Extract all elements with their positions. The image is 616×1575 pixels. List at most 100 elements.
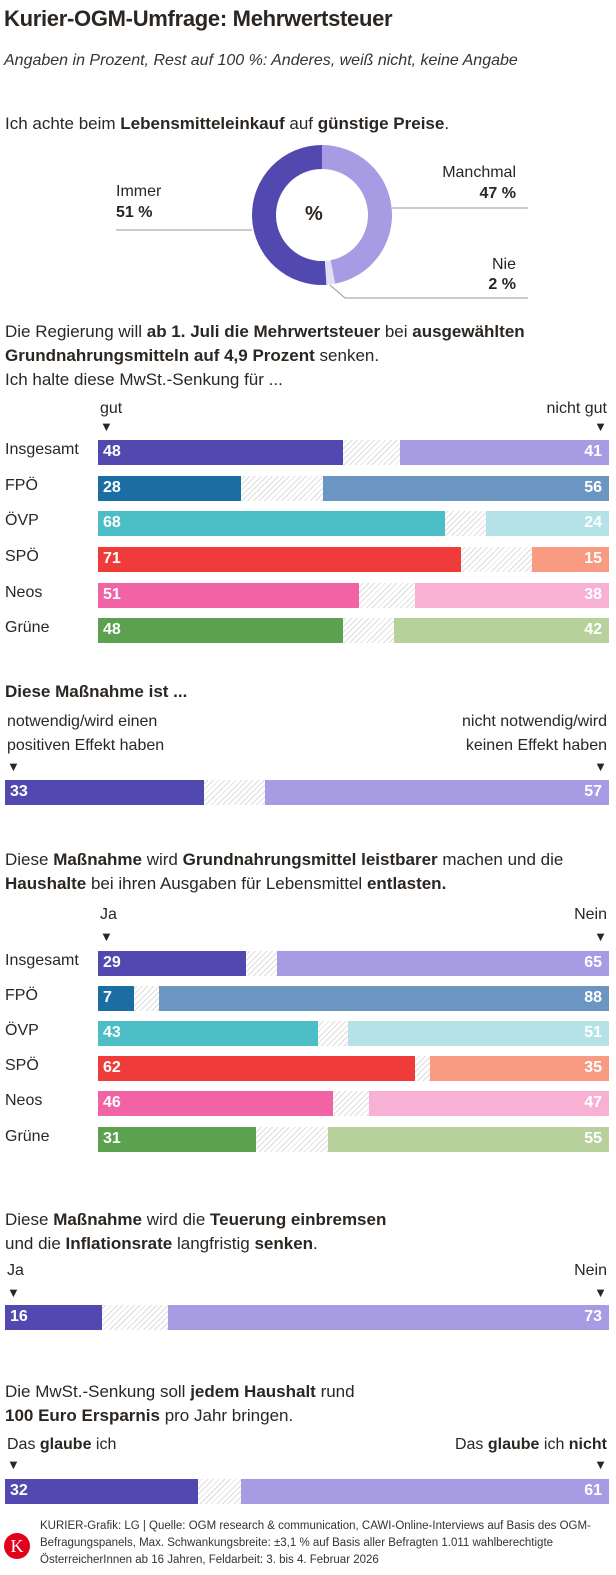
- stacked-bar: 16 73: [5, 1305, 609, 1330]
- left-answer-label: gut: [100, 400, 123, 417]
- donut-slice-manchmal: [322, 145, 393, 284]
- donut-question: Ich achte beim Lebensmitteleinkauf auf g…: [5, 112, 449, 136]
- row-label-1: FPÖ: [5, 987, 38, 1004]
- text-segment: wird: [141, 850, 183, 869]
- stacked-bar: 48 42: [98, 618, 609, 643]
- right-value-label: 51: [584, 1024, 602, 1041]
- question-text-4: Diese Maßnahme wird die Teuerung einbrem…: [5, 1208, 386, 1256]
- row-label-2: ÖVP: [5, 512, 39, 529]
- stacked-bar: 46 47: [98, 1091, 609, 1116]
- text-segment: Maßnahme: [53, 850, 142, 869]
- left-arrow-icon: ▼: [100, 419, 113, 434]
- left-value-label: 29: [103, 954, 121, 971]
- left-segment: [98, 440, 344, 465]
- text-segment: ich: [539, 1436, 569, 1453]
- text-segment: Lebensmitteleinkauf: [120, 114, 285, 133]
- left-value-label: 31: [103, 1130, 121, 1147]
- text-segment: Ich halte diese MwSt.-Senkung für ...: [5, 370, 283, 389]
- kurier-logo: K: [4, 1533, 30, 1559]
- left-segment: [98, 951, 247, 976]
- left-value-label: 62: [103, 1059, 121, 1076]
- right-segment: [532, 547, 609, 572]
- question-text-5: Die MwSt.-Senkung soll jedem Haushalt ru…: [5, 1380, 355, 1428]
- text-segment: Ich achte beim: [5, 114, 121, 133]
- left-value-label: 32: [10, 1482, 28, 1499]
- stacked-bar: 29 65: [98, 951, 609, 976]
- donut-center-label: %: [305, 203, 323, 225]
- right-segment: [322, 476, 609, 501]
- left-segment: [98, 1056, 415, 1081]
- left-arrow-icon: ▼: [100, 929, 113, 944]
- slice-value-manchmal: 47 %: [479, 185, 516, 202]
- right-answer-label: nicht notwendig/wird keinen Effekt haben: [462, 713, 607, 754]
- right-segment: [368, 1091, 609, 1116]
- right-segment: [348, 1021, 609, 1046]
- text-segment: bei: [380, 322, 413, 341]
- stacked-bar: 31 55: [98, 1127, 609, 1152]
- text-segment: entlasten.: [366, 874, 447, 893]
- left-segment: [98, 583, 359, 608]
- right-segment: [430, 1056, 609, 1081]
- right-segment: [327, 1127, 609, 1152]
- text-segment: ausgewählten Grundnahrungsmitteln auf 4,…: [5, 322, 525, 365]
- left-segment: [98, 1127, 257, 1152]
- text-segment: Haushalte: [5, 874, 87, 893]
- row-label-2: ÖVP: [5, 1022, 39, 1039]
- right-answer-label: Nein: [574, 906, 607, 923]
- row-label-3: SPÖ: [5, 548, 39, 565]
- left-answer-label: Ja: [100, 906, 117, 923]
- stacked-bar: 62 35: [98, 1056, 609, 1081]
- right-value-label: 55: [584, 1130, 602, 1147]
- right-answer-label: nicht gut: [546, 400, 607, 417]
- text-segment: Das: [7, 1436, 40, 1453]
- text-segment: wird die: [141, 1210, 211, 1229]
- page-title: Kurier-OGM-Umfrage: Mehrwertsteuer: [4, 6, 393, 31]
- text-segment: ich: [91, 1436, 117, 1453]
- left-answer-label: notwendig/wird einen positiven Effekt ha…: [7, 713, 165, 754]
- question-text-1: Die Regierung will ab 1. Juli die Mehrwe…: [5, 320, 616, 392]
- text-segment: Diese: [5, 850, 54, 869]
- stacked-bar: 51 38: [98, 583, 609, 608]
- text-segment: Diese: [5, 1210, 54, 1229]
- source-footer: KURIER-Grafik: LG | Quelle: OGM research…: [40, 1520, 591, 1566]
- stacked-bar: 33 57: [5, 780, 609, 805]
- right-arrow-icon: ▼: [594, 1457, 607, 1472]
- question-text-2: Diese Maßnahme ist ...: [5, 680, 187, 704]
- right-value-label: 41: [584, 443, 602, 460]
- text-segment: nicht: [568, 1436, 607, 1453]
- right-segment: [168, 1305, 609, 1330]
- right-segment: [264, 780, 609, 805]
- donut-chart: [116, 145, 528, 299]
- text-segment: Grundnahrungsmittel leistbarer: [182, 850, 438, 869]
- left-segment: [5, 1479, 199, 1504]
- right-value-label: 61: [584, 1482, 602, 1499]
- text-segment: jedem Haushalt: [190, 1382, 316, 1401]
- right-value-label: 15: [584, 550, 602, 567]
- text-segment: senken.: [314, 346, 380, 365]
- donut-slice-immer: [251, 145, 327, 285]
- text-segment: Inflationsrate: [65, 1234, 173, 1253]
- text-segment: .: [444, 114, 450, 133]
- row-label-5: Grüne: [5, 619, 50, 636]
- row-label-0: Insgesamt: [5, 952, 79, 969]
- left-answer-label: Ja: [7, 1262, 24, 1279]
- right-segment: [240, 1479, 609, 1504]
- right-value-label: 38: [584, 586, 602, 603]
- left-arrow-icon: ▼: [7, 1285, 20, 1300]
- left-segment: [5, 780, 205, 805]
- row-label-4: Neos: [5, 584, 43, 601]
- text-segment: glaube: [487, 1436, 540, 1453]
- subtitle: Angaben in Prozent, Rest auf 100 %: Ande…: [4, 52, 518, 69]
- right-value-label: 88: [584, 989, 602, 1006]
- text-segment: ab 1. Juli die Mehrwertsteuer: [146, 322, 381, 341]
- text-segment: .: [313, 1234, 318, 1253]
- stacked-bar: 68 24: [98, 511, 609, 536]
- slice-label-manchmal: Manchmal: [442, 164, 516, 181]
- left-value-label: 7: [103, 989, 112, 1006]
- left-value-label: 16: [10, 1308, 28, 1325]
- right-value-label: 73: [584, 1308, 602, 1325]
- right-segment: [399, 440, 609, 465]
- left-answer-label: Das glaube ich: [7, 1436, 116, 1454]
- text-segment: auf: [284, 114, 318, 133]
- right-arrow-icon: ▼: [594, 419, 607, 434]
